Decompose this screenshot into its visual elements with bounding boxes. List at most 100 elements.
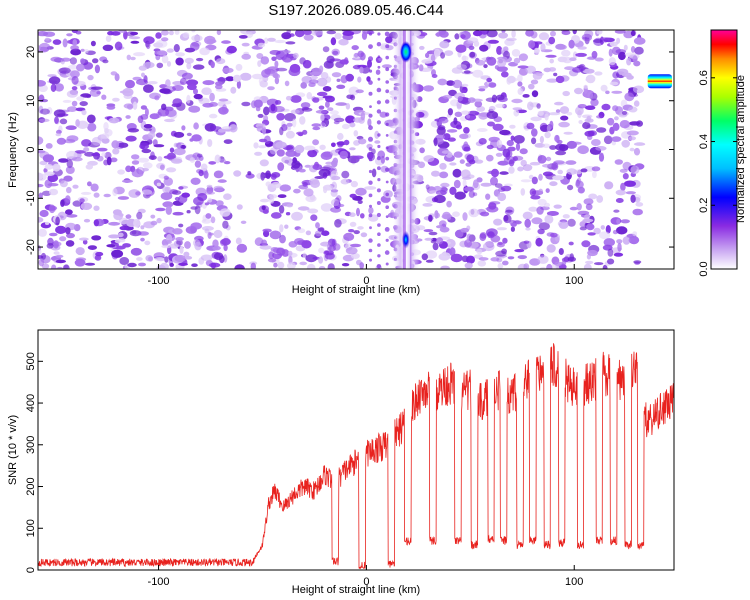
heatmap-cell <box>232 74 242 83</box>
heatmap-cell <box>424 237 434 241</box>
heatmap-cell <box>369 105 372 108</box>
heatmap-cell <box>632 208 643 216</box>
heatmap-cell <box>569 206 578 211</box>
heatmap-cell <box>311 30 324 36</box>
heatmap-cell <box>537 228 545 235</box>
heatmap-cell <box>197 193 208 201</box>
heatmap-cell <box>324 252 335 260</box>
heatmap-cell <box>75 119 80 127</box>
heatmap-cell <box>265 170 271 179</box>
heatmap-cell <box>118 238 126 243</box>
heatmap-cell <box>81 109 87 116</box>
heatmap-cell <box>307 149 318 158</box>
heatmap-cell <box>235 63 243 71</box>
heatmap-cell <box>368 91 373 96</box>
heatmap-cell <box>486 30 498 38</box>
heatmap-cell <box>512 156 519 162</box>
heatmap-cell <box>626 130 639 136</box>
heatmap-cell <box>452 211 460 217</box>
heatmap-cell <box>558 221 569 229</box>
heatmap-cell <box>205 213 212 219</box>
heatmap-cell <box>112 188 118 197</box>
heatmap-cell <box>338 38 349 46</box>
heatmap-cell <box>312 164 323 170</box>
heatmap-cell <box>555 75 565 84</box>
heatmap-cell <box>315 222 320 229</box>
heatmap-cell <box>499 129 511 136</box>
colorbar-tick-label: 0.2 <box>698 198 710 213</box>
heatmap-cell <box>39 160 48 166</box>
heatmap-cell <box>93 205 100 211</box>
heatmap-cell <box>315 109 328 114</box>
heatmap-cell <box>222 104 227 113</box>
x-tick-label: 0 <box>363 576 369 588</box>
y-tick-label: 0 <box>25 567 37 573</box>
heatmap-cell <box>71 157 83 162</box>
heatmap-cell <box>583 198 594 205</box>
heatmap-cell <box>117 169 125 175</box>
heatmap-cell <box>45 143 53 149</box>
heatmap-cell <box>357 76 362 83</box>
heatmap-cell <box>137 231 149 236</box>
heatmap-cell <box>87 181 92 187</box>
heatmap-cell <box>281 54 293 63</box>
heatmap-cell <box>368 44 373 49</box>
heatmap-cell <box>353 155 364 160</box>
heatmap-cell <box>385 205 390 209</box>
heatmap-cell <box>615 198 624 203</box>
heatmap-cell <box>621 139 630 148</box>
heatmap-cell <box>166 61 172 67</box>
heatmap-cell <box>605 225 611 234</box>
heatmap-cell <box>198 169 204 177</box>
heatmap-cell <box>325 161 333 165</box>
heatmap-cell <box>192 64 205 70</box>
heatmap-cell <box>368 125 373 131</box>
heatmap-cell <box>271 172 281 178</box>
heatmap-cell <box>215 58 226 65</box>
heatmap-cell <box>425 250 438 259</box>
heatmap-cell <box>385 156 390 161</box>
heatmap-cell <box>591 139 601 146</box>
heatmap-cell <box>503 214 512 224</box>
heatmap-cell <box>485 97 497 103</box>
heatmap-cell <box>524 218 531 228</box>
heatmap-cell <box>52 39 62 45</box>
heatmap-cell <box>376 212 381 218</box>
heatmap-cell <box>377 223 381 227</box>
heatmap-cell <box>591 50 598 59</box>
heatmap-cell <box>367 59 372 68</box>
heatmap-cell <box>538 222 550 231</box>
heatmap-cell <box>447 213 452 220</box>
heatmap-cell <box>478 112 489 120</box>
heatmap-cell <box>39 209 49 218</box>
heatmap-cell <box>479 233 487 242</box>
heatmap-cell <box>261 239 267 246</box>
heatmap-cell <box>497 192 507 202</box>
heatmap-cell <box>209 113 218 119</box>
heatmap-cell <box>148 155 157 161</box>
heatmap-cell <box>449 162 457 166</box>
heatmap-cell <box>538 32 550 41</box>
heatmap-cell <box>103 193 111 198</box>
heatmap-cell <box>304 145 316 151</box>
heatmap-cell <box>215 200 224 207</box>
heatmap-cell <box>70 45 79 51</box>
heatmap-cell <box>561 49 571 57</box>
heatmap-cell <box>262 228 272 233</box>
heatmap-cell <box>633 147 641 156</box>
heatmap-cell <box>204 202 209 206</box>
heatmap-cell <box>332 50 339 56</box>
heatmap-cell <box>486 144 494 150</box>
heatmap-cell <box>308 79 319 84</box>
heatmap-cell <box>138 262 146 267</box>
peak-bottom <box>401 230 410 249</box>
heatmap-cell <box>549 58 554 64</box>
heatmap-cell <box>425 259 434 263</box>
heatmap-cell <box>186 79 199 86</box>
snr-y-label: SNR (10 * v/v) <box>7 415 19 485</box>
heatmap-cell <box>624 180 636 187</box>
heatmap-cell <box>65 195 71 204</box>
y-tick-label: 10 <box>25 95 37 107</box>
heatmap-cell <box>47 174 59 183</box>
heatmap-cell <box>76 63 85 72</box>
